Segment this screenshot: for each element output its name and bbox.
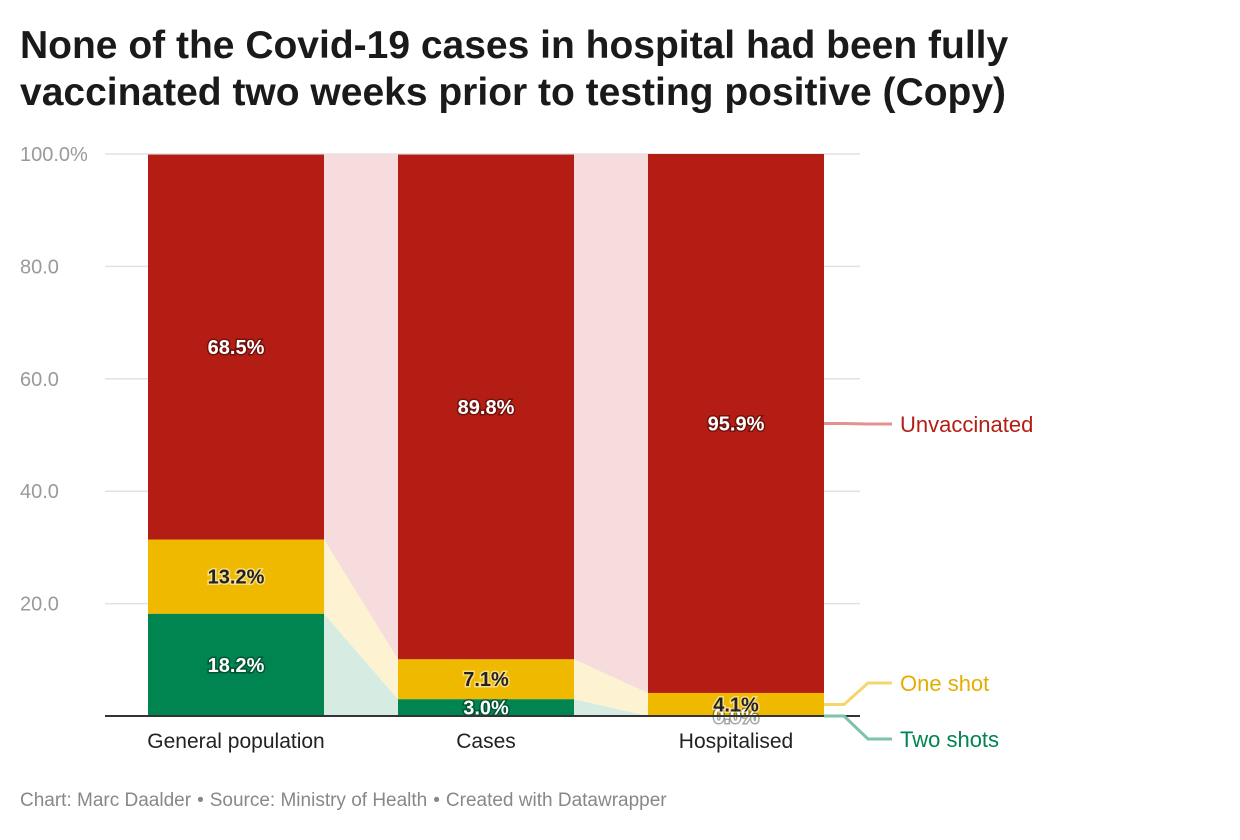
bar-segment: [398, 659, 574, 700]
y-tick-label: 40.0: [20, 481, 59, 503]
created-with: Created with Datawrapper: [445, 790, 667, 811]
y-tick-label: 80.0: [20, 256, 59, 278]
data-label: 68.5%: [208, 337, 265, 359]
y-tick-label: 100.0%: [20, 144, 88, 166]
data-label: 18.2%: [208, 655, 265, 677]
legend-label: Unvaccinated: [900, 412, 1033, 437]
data-labels: 18.2%3.0% 0.0%13.2%7.1%4.1%68.5%89.8%95.9…: [206, 336, 766, 730]
bar-segment: [148, 154, 324, 540]
x-category-label: General population: [147, 730, 324, 753]
y-tick-label: 60.0: [20, 369, 59, 391]
bar-segment: [398, 699, 574, 716]
footer-separator: •: [197, 790, 204, 811]
bars: [148, 154, 824, 716]
legend-connector: [824, 714, 892, 741]
legend: Two shots One shot Unvaccinated: [824, 412, 1033, 752]
y-tick-label: 20.0: [20, 594, 59, 616]
data-label: 89.8%: [458, 397, 515, 419]
footer-separator: •: [433, 790, 440, 811]
connector-band: [324, 539, 398, 700]
bar-segment: [648, 692, 824, 716]
connector-band: [324, 154, 398, 660]
x-category-label: Hospitalised: [679, 730, 793, 753]
axes: 20.0 40.0 60.0 80.0 100.0% General population…: [20, 144, 860, 753]
data-label: 13.2%: [208, 567, 265, 589]
data-label: 7.1%: [463, 669, 509, 691]
x-category-label: Cases: [456, 730, 516, 753]
chart-footer: Chart: Marc Daalder • Source: Ministry of …: [20, 790, 667, 812]
data-label: 95.9%: [708, 413, 765, 435]
connector-band: [324, 613, 398, 716]
bar-segment: [398, 154, 574, 660]
chart-title: None of the Covid-19 cases in hospital h…: [20, 24, 1009, 114]
connector-band: [574, 154, 648, 693]
connector-band: [574, 659, 648, 716]
legend-connector: [824, 421, 892, 426]
legend-connector: [824, 681, 892, 706]
chart-source: Source: Ministry of Health: [209, 790, 428, 811]
bar-segment: [148, 613, 324, 716]
legend-label: One shot: [900, 671, 989, 696]
data-label: 4.1%: [713, 694, 759, 716]
chart-credit: Chart: Marc Daalder: [20, 790, 192, 811]
bar-segment: [148, 539, 324, 614]
legend-label: Two shots: [900, 727, 999, 752]
connector-bands: [324, 154, 648, 716]
bar-segment: [648, 154, 824, 693]
